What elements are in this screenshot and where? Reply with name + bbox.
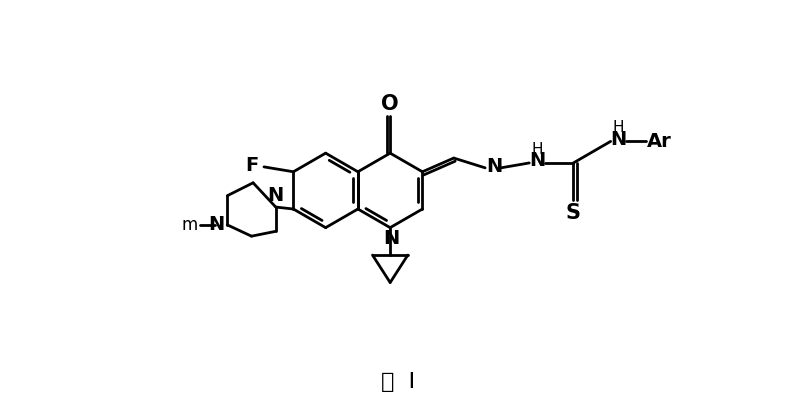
Text: S: S bbox=[566, 203, 581, 223]
Text: O: O bbox=[381, 94, 399, 114]
Text: 式  I: 式 I bbox=[381, 372, 415, 391]
Text: N: N bbox=[267, 186, 284, 205]
Text: N: N bbox=[486, 158, 502, 176]
Text: N: N bbox=[611, 130, 626, 149]
Text: N: N bbox=[529, 152, 545, 171]
Text: N: N bbox=[383, 229, 400, 248]
Text: m: m bbox=[181, 216, 198, 234]
Text: H: H bbox=[613, 120, 624, 135]
Text: Ar: Ar bbox=[647, 132, 672, 151]
Text: F: F bbox=[246, 156, 259, 176]
Text: N: N bbox=[209, 215, 224, 234]
Text: H: H bbox=[532, 142, 543, 157]
